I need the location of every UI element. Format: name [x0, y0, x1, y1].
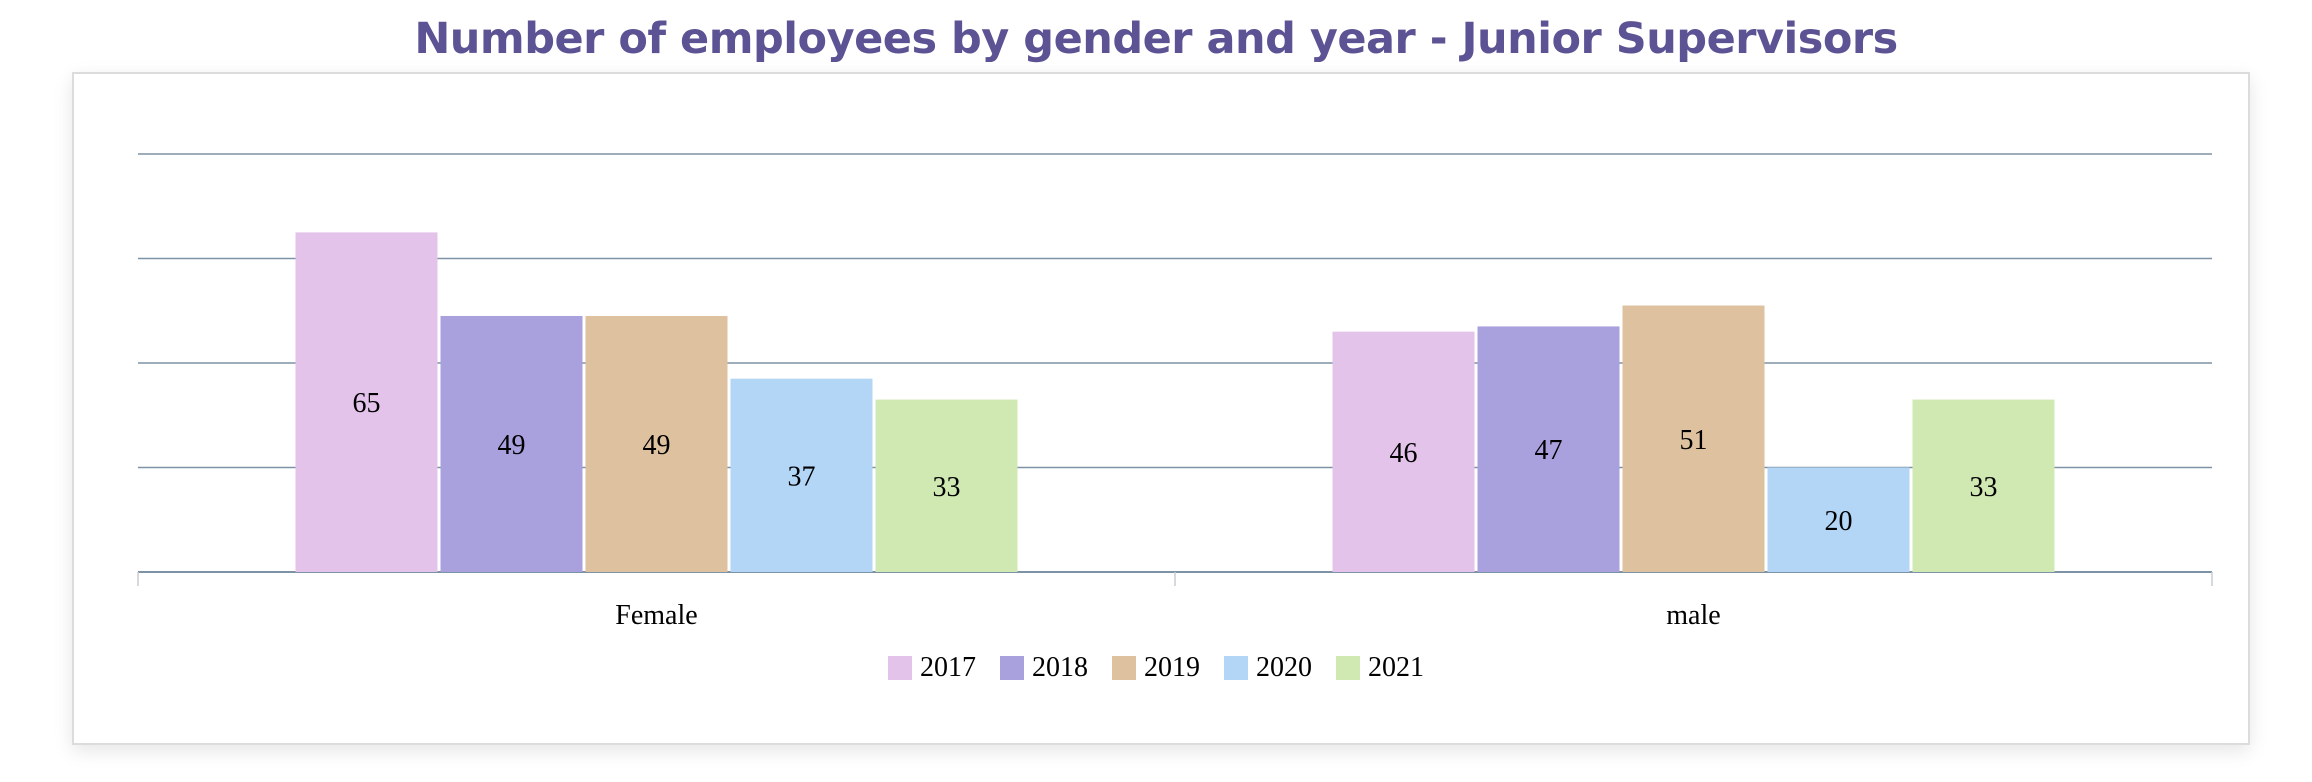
legend-label: 2020 — [1256, 652, 1312, 683]
legend-label: 2018 — [1032, 652, 1088, 683]
bar-value-label: 47 — [1535, 435, 1563, 466]
bar-female-2018 — [440, 315, 583, 572]
bar-value-label: 49 — [498, 430, 526, 461]
bar-value-label: 37 — [788, 461, 816, 492]
chart-title: Number of employees by gender and year -… — [414, 14, 1898, 64]
legend-swatch — [1336, 656, 1360, 680]
legend-swatch — [1000, 656, 1024, 680]
legend-label: 2019 — [1144, 652, 1200, 683]
bar-male-2018 — [1477, 326, 1620, 572]
legend-label: 2021 — [1368, 652, 1424, 683]
bar-female-2017 — [295, 232, 438, 572]
bar-male-2017 — [1332, 331, 1475, 572]
bar-male-2020 — [1767, 467, 1910, 572]
legend-item-2019: 2019 — [1112, 652, 1200, 684]
legend-swatch — [888, 656, 912, 680]
legend-item-2021: 2021 — [1336, 652, 1424, 684]
bar-value-label: 49 — [643, 430, 671, 461]
legend-item-2020: 2020 — [1224, 652, 1312, 684]
bar-male-2021 — [1912, 399, 2055, 572]
category-label: Female — [615, 600, 697, 631]
bar-value-label: 20 — [1825, 506, 1853, 537]
x-axis: Female male — [137, 572, 2213, 631]
bar-value-label: 46 — [1390, 438, 1418, 469]
legend: 2017 2018 2019 2020 2021 — [0, 652, 2312, 684]
bar-value-label: 51 — [1680, 425, 1708, 456]
legend-item-2017: 2017 — [888, 652, 976, 684]
bar-female-2019 — [585, 315, 728, 572]
legend-swatch — [1224, 656, 1248, 680]
bars: 65 49 49 37 33 46 47 51 20 33 — [295, 232, 2055, 572]
bar-female-2020 — [730, 378, 873, 572]
bar-value-label: 65 — [353, 388, 381, 419]
bar-value-label: 33 — [933, 472, 961, 503]
legend-swatch — [1112, 656, 1136, 680]
legend-item-2018: 2018 — [1000, 652, 1088, 684]
category-label: male — [1666, 600, 1720, 631]
bar-female-2021 — [875, 399, 1018, 572]
bar-male-2019 — [1622, 305, 1765, 572]
bar-value-label: 33 — [1970, 472, 1998, 503]
legend-label: 2017 — [920, 652, 976, 683]
